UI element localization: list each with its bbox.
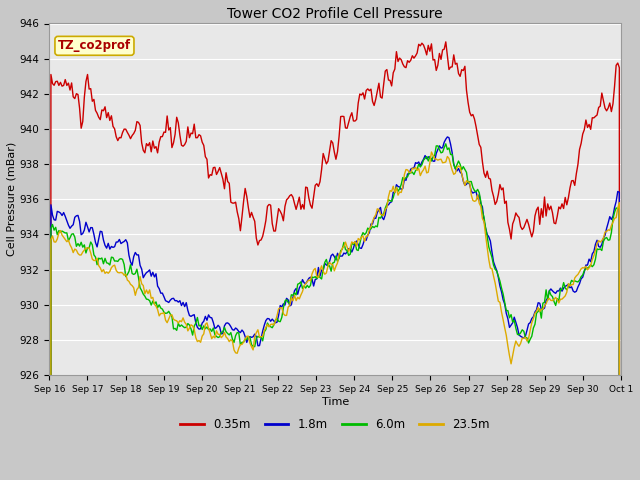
23.5m — [216, 332, 223, 337]
6.0m — [116, 256, 124, 262]
Line: 6.0m: 6.0m — [49, 144, 621, 480]
1.8m — [444, 134, 451, 140]
6.0m — [216, 334, 223, 339]
23.5m — [587, 263, 595, 268]
6.0m — [442, 141, 450, 147]
X-axis label: Time: Time — [321, 396, 349, 407]
0.35m — [235, 216, 243, 222]
23.5m — [428, 149, 435, 155]
0.35m — [216, 165, 223, 170]
23.5m — [116, 270, 124, 276]
1.8m — [116, 237, 124, 242]
Title: Tower CO2 Profile Cell Pressure: Tower CO2 Profile Cell Pressure — [227, 7, 443, 21]
1.8m — [587, 259, 595, 264]
Legend: 0.35m, 1.8m, 6.0m, 23.5m: 0.35m, 1.8m, 6.0m, 23.5m — [175, 414, 495, 436]
1.8m — [244, 335, 252, 341]
0.35m — [296, 194, 303, 200]
6.0m — [587, 262, 595, 268]
Line: 0.35m: 0.35m — [49, 42, 621, 480]
Line: 23.5m: 23.5m — [49, 152, 621, 480]
Text: TZ_co2prof: TZ_co2prof — [58, 39, 131, 52]
1.8m — [296, 285, 303, 291]
0.35m — [116, 135, 124, 141]
23.5m — [296, 296, 303, 302]
6.0m — [235, 330, 243, 336]
Line: 1.8m: 1.8m — [49, 137, 621, 480]
1.8m — [235, 329, 243, 335]
6.0m — [244, 334, 252, 340]
Y-axis label: Cell Pressure (mBar): Cell Pressure (mBar) — [7, 142, 17, 256]
1.8m — [216, 324, 223, 330]
23.5m — [244, 333, 252, 339]
0.35m — [244, 204, 252, 210]
6.0m — [296, 281, 303, 287]
23.5m — [235, 345, 243, 351]
0.35m — [442, 39, 450, 45]
0.35m — [587, 126, 595, 132]
